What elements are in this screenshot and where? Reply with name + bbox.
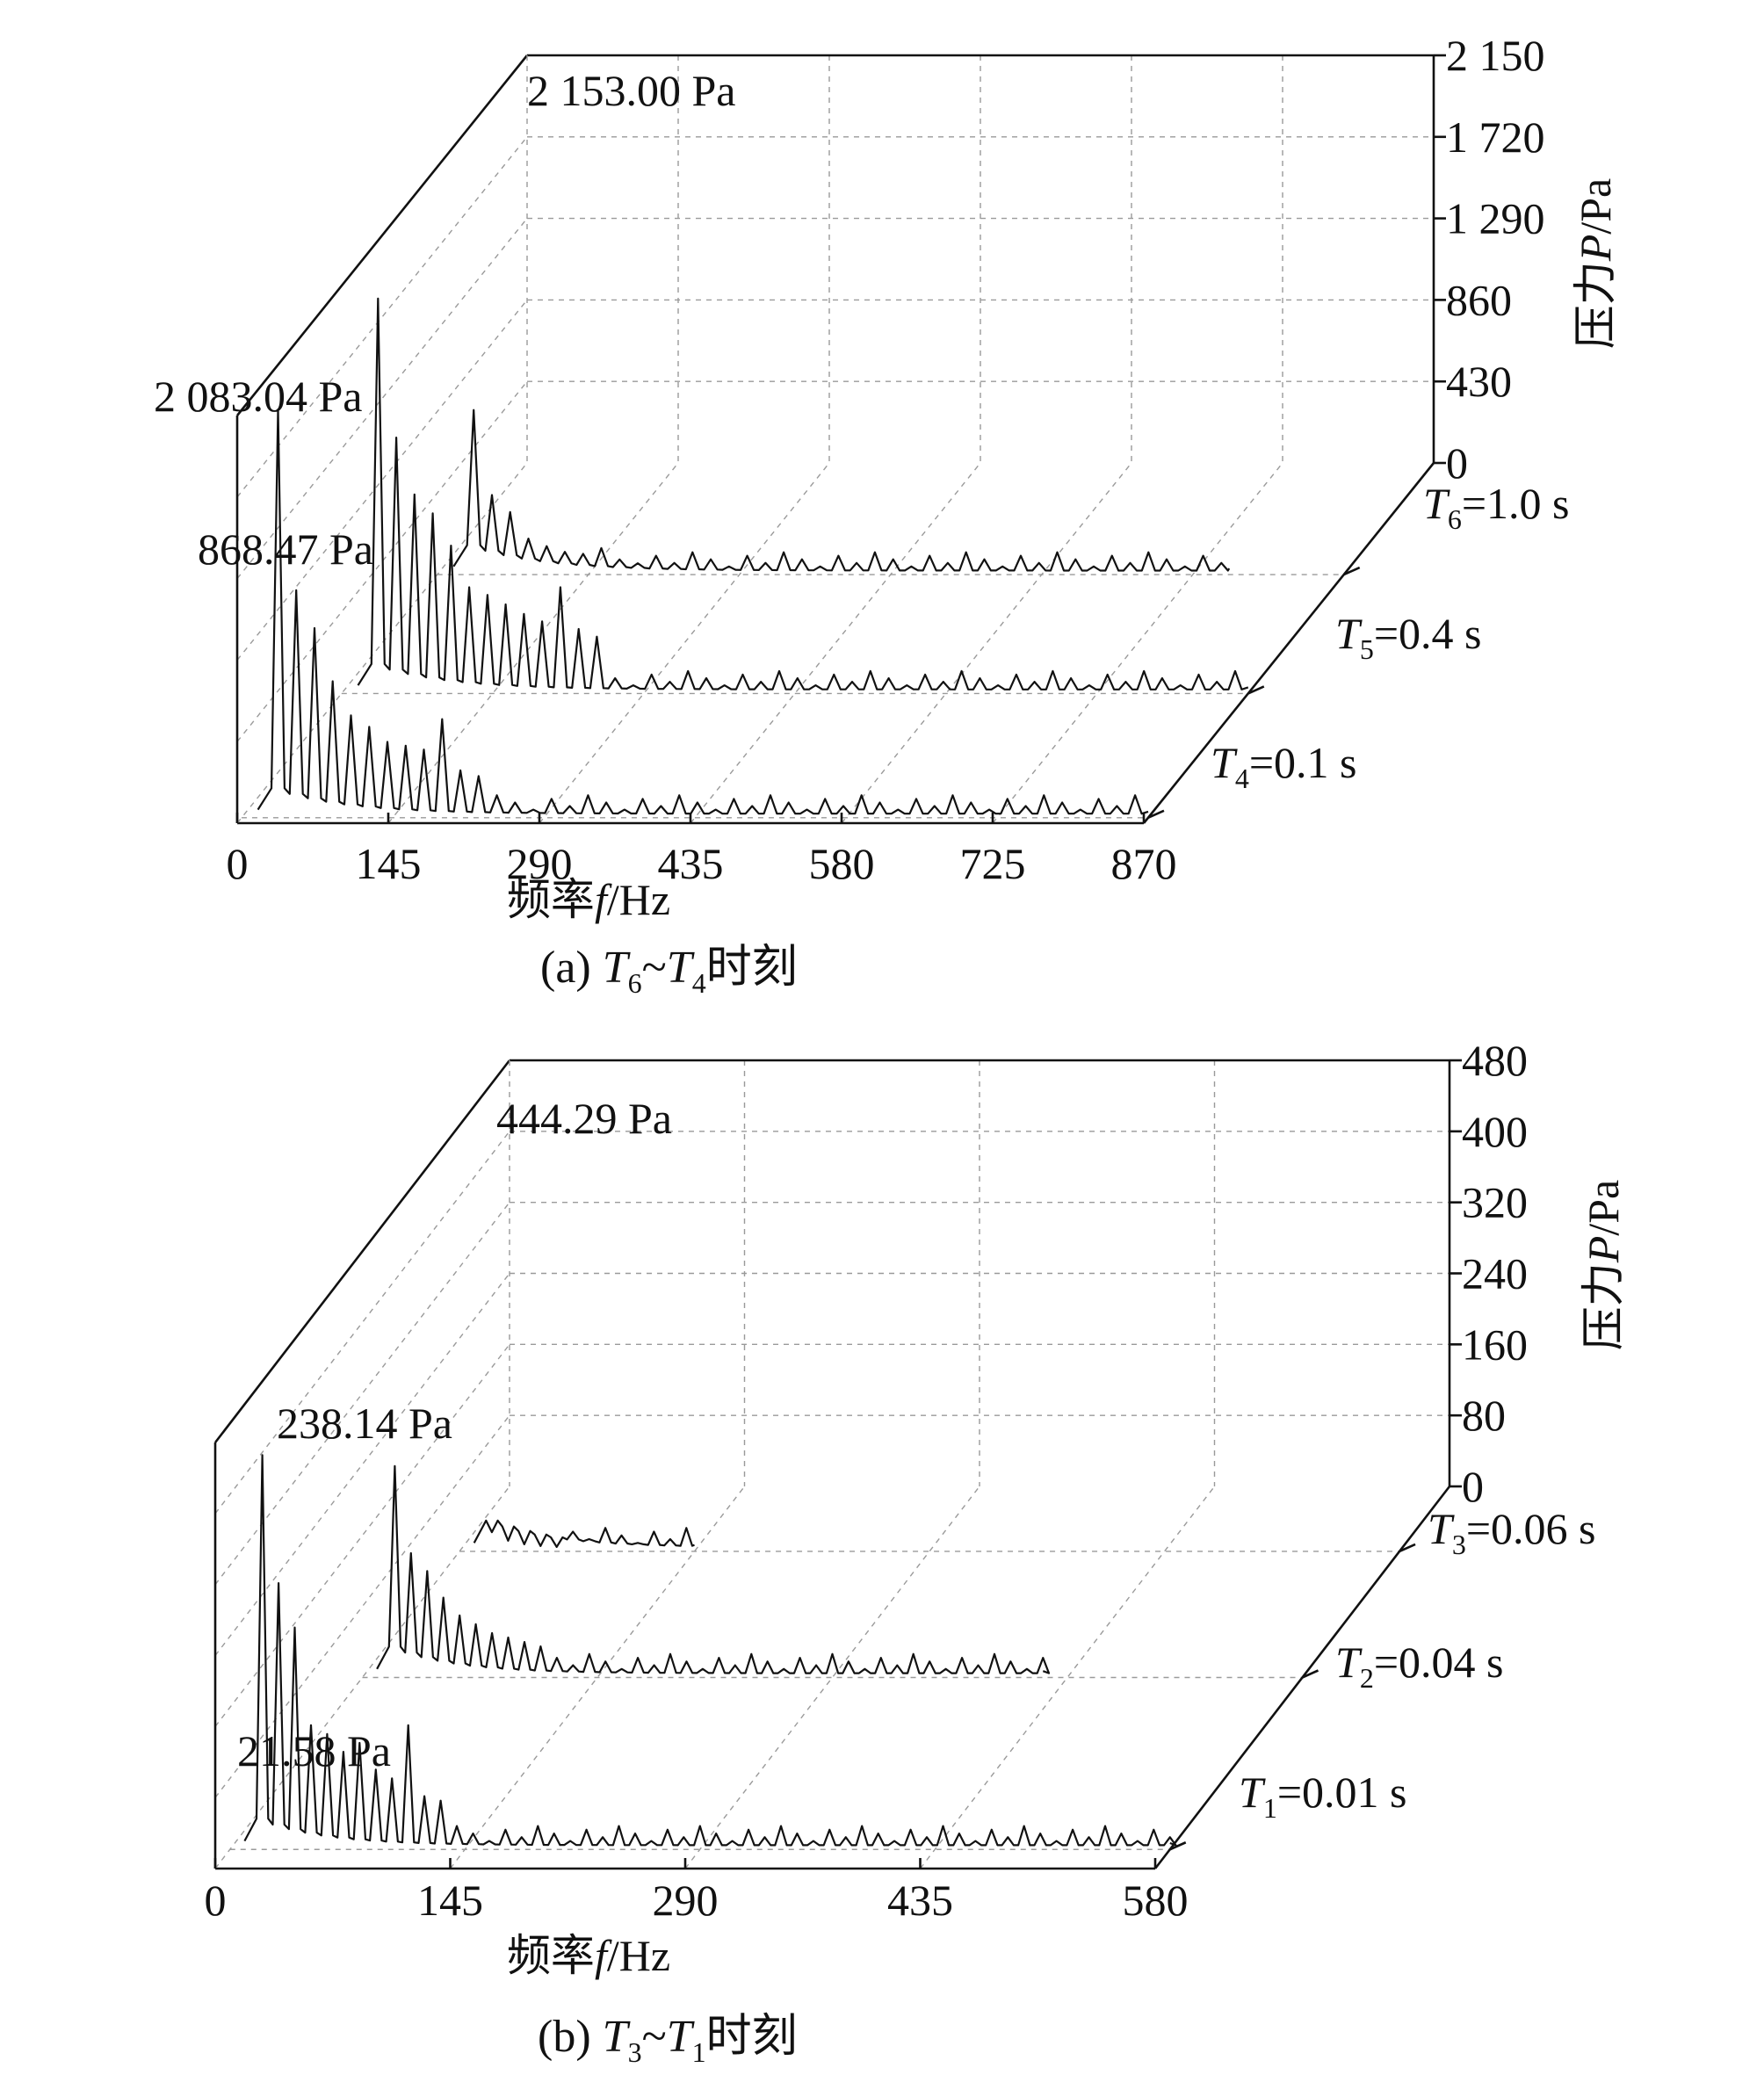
grid-line [214,1343,510,1727]
z-tick-label: 1 290 [1446,194,1545,243]
z-tick-label: 480 [1462,1036,1528,1085]
chart-panel-a: 0 145 290 435 580 725 870 0 430 860 1 290 1 720 2 15… [154,31,1620,999]
spectrum-line-5 [357,297,1249,690]
y-tick [1399,1543,1416,1553]
y-tick [1247,685,1265,695]
z-tick-label: 2 150 [1446,31,1545,80]
x-tick-label: 435 [887,1876,953,1925]
y-axis [1142,462,1435,824]
z-axis-label: 压力P/Pa [1571,178,1620,349]
grid-line [539,462,830,824]
x-tick-label: 725 [960,839,1026,888]
grid-line [214,1131,510,1515]
series-label-2: T2=0.04 s [1335,1638,1503,1694]
z-tick-label: 0 [1462,1462,1484,1511]
z-tick-label: 80 [1462,1391,1506,1440]
z-tick-label: 160 [1462,1319,1528,1369]
grid-line [690,462,981,824]
frame-edge [213,1059,511,1443]
series-label-6: T6=1.0 s [1423,479,1569,535]
series-label-4: T4=0.1 s [1211,738,1356,794]
x-axis-label: 频率f/Hz [507,875,670,924]
x-tick-label: 580 [809,839,875,888]
series-label-3: T3=0.06 s [1428,1504,1595,1560]
frame-edge [235,54,529,416]
chart-panel-b: 0 145 290 435 580 0 80 160 240 320 400 480 频率f/Hz 压力P… [205,1036,1629,2068]
z-tick-label: 320 [1462,1178,1528,1227]
z-tick-label: 860 [1446,275,1512,324]
z-tick-label: 400 [1462,1107,1528,1156]
spectrum-line-6 [257,408,1149,815]
y-tick [1147,809,1165,820]
y-tick [1301,1669,1319,1679]
spectrum-line-4 [452,408,1231,572]
x-tick-label: 290 [653,1876,719,1925]
z-tick-label: 1 720 [1446,112,1545,162]
floor-edge [236,462,528,824]
spectrum-line-1 [473,1519,695,1549]
grid-line [841,462,1132,824]
peak-label-4: 868.47 Pa [198,524,373,574]
x-tick-label: 0 [227,839,249,888]
series-label-5: T5=0.4 s [1335,609,1481,665]
z-tick-label: 0 [1446,438,1468,488]
grid-line [387,462,679,824]
grid-line [449,1486,746,1869]
x-tick-label: 290 [507,839,573,888]
grid-line [919,1486,1216,1869]
panel-caption: (a) T6~T4时刻 [540,943,798,999]
x-tick-label: 870 [1111,839,1177,888]
x-tick-label: 0 [205,1876,227,1925]
z-axis-label: 压力P/Pa [1579,1180,1628,1350]
peak-label-2: 238.14 Pa [277,1399,452,1448]
series-label-1: T1=0.01 s [1239,1768,1406,1824]
peak-label-5: 2 083.04 Pa [154,372,363,421]
panel-caption: (b) T3~T1时刻 [538,2012,798,2068]
x-tick-label: 145 [356,839,422,888]
grid-line [236,299,528,661]
spectrum-line-3 [243,1454,1177,1847]
grid-line [684,1486,980,1869]
z-tick-label: 240 [1462,1249,1528,1298]
grid-line [214,1414,510,1798]
y-tick [1169,1841,1187,1851]
z-tick-label: 430 [1446,357,1512,406]
spectrum-line-2 [376,1464,1051,1674]
grid-line [214,1273,510,1656]
x-tick-label: 580 [1123,1876,1189,1925]
y-tick [1343,566,1361,576]
grid-line [214,1202,510,1586]
grid-line [236,136,528,498]
grid-line [236,218,528,580]
x-axis-label: 频率f/Hz [507,1931,670,1980]
x-tick-label: 435 [658,839,724,888]
floor-edge [214,1486,510,1869]
x-tick-label: 145 [417,1876,483,1925]
peak-label-6: 2 153.00 Pa [527,66,736,115]
grid-line [236,380,528,742]
peak-label-3: 444.29 Pa [496,1094,672,1143]
grid-line [992,462,1283,824]
